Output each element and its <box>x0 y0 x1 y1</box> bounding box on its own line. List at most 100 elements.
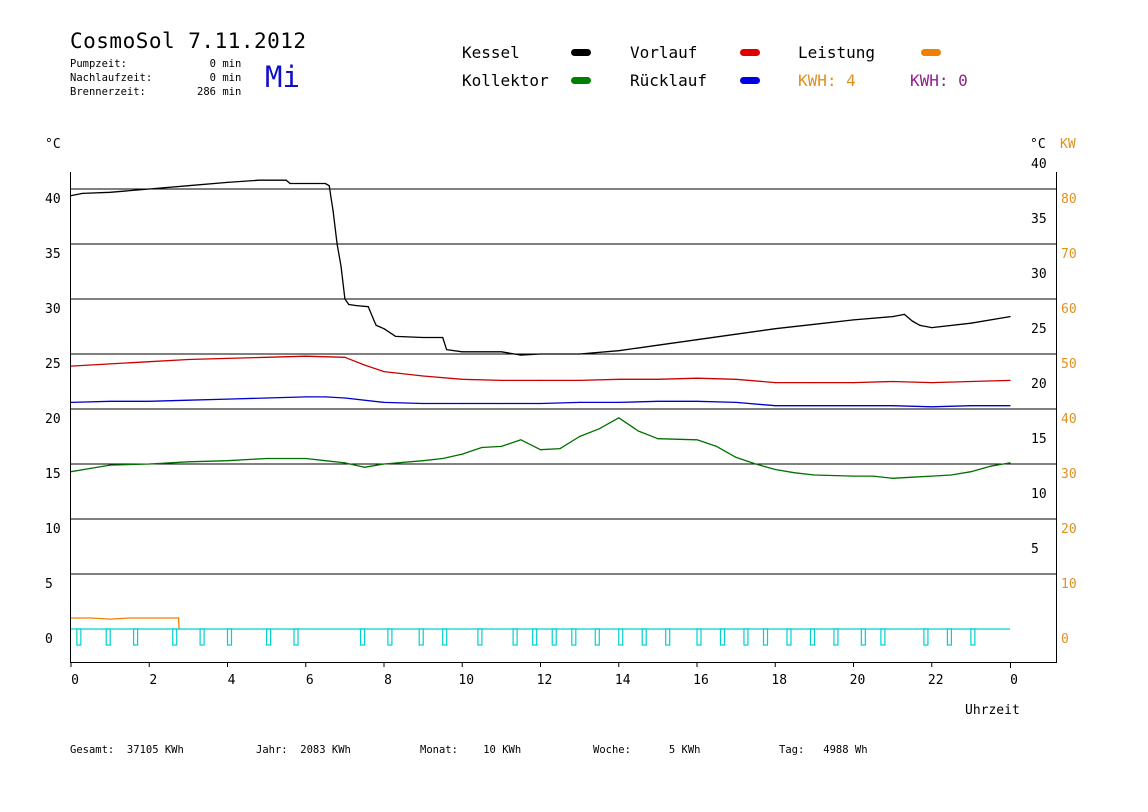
footer-week-value: 5 KWh <box>668 744 701 756</box>
series-point-1-14 <box>579 379 581 381</box>
series-point-3-20 <box>579 435 581 438</box>
series-point-3-21 <box>598 428 600 430</box>
series-point-0-41 <box>931 327 933 329</box>
burner-time-value: 286 <box>197 86 216 98</box>
footer-month-value: 10 KWh <box>483 744 522 756</box>
series-point-2-9 <box>383 401 385 403</box>
series-point-1-12 <box>500 379 502 381</box>
series-point-0-43 <box>1009 316 1011 318</box>
pump-pulse-29 <box>880 628 886 646</box>
series-point-0-2 <box>109 191 111 193</box>
y-tick-left-15: 15 <box>45 467 61 482</box>
y-tick-left-0: 0 <box>45 632 53 647</box>
pump-pulse-0 <box>76 628 82 646</box>
series-point-1-2 <box>148 361 150 363</box>
afterrun-time-label: Nachlaufzeit: <box>70 72 153 84</box>
afterrun-time-value: 0 <box>209 72 216 84</box>
series-point-2-17 <box>696 400 698 402</box>
chart-title: CosmoSol 7.11.2012 <box>70 29 307 53</box>
footer-total: Gesamt: 37105 KWh <box>70 744 184 756</box>
pump-time-label: Pumpzeit: <box>70 58 127 70</box>
series-point-2-10 <box>422 402 424 405</box>
series-point-2-24 <box>970 405 972 407</box>
series-point-1-18 <box>735 378 737 380</box>
pump-pulse-2 <box>133 628 139 646</box>
x-tick-label-6: 12 <box>537 673 553 688</box>
right-axis-power-unit: KW <box>1060 137 1076 152</box>
series-point-2-3 <box>187 399 189 401</box>
y-tick-left-35: 35 <box>45 247 61 262</box>
series-point-0-27 <box>520 354 522 356</box>
y-tick-left-40: 40 <box>45 192 61 207</box>
pump-pulse-1 <box>105 628 111 646</box>
series-point-0-8 <box>289 182 291 185</box>
series-point-0-35 <box>813 323 815 325</box>
legend-kessel-swatch <box>571 49 591 56</box>
x-tick-label-0: 0 <box>71 673 79 688</box>
series-point-2-6 <box>305 396 307 398</box>
series-point-2-20 <box>813 405 815 407</box>
series-point-2-1 <box>109 400 111 402</box>
kwh-right-label: KWH: 0 <box>910 71 968 90</box>
series-point-2-11 <box>461 402 463 405</box>
chart-grid <box>71 188 1057 575</box>
burner-time-label: Brennerzeit: <box>70 86 146 98</box>
series-point-2-16 <box>657 400 659 402</box>
series-point-0-9 <box>324 182 326 185</box>
burner-time-row: Brennerzeit: 286 min <box>70 86 241 99</box>
pump-pulse-9 <box>387 628 393 646</box>
series-point-0-11 <box>332 210 334 212</box>
pump-time-value: 0 <box>209 58 216 70</box>
series-point-2-4 <box>226 398 229 400</box>
footer-total-label: Gesamt: <box>70 744 115 756</box>
pump-pulse-20 <box>665 628 671 646</box>
x-tick-label-4: 8 <box>384 673 392 688</box>
x-tick-label-11: 22 <box>928 673 944 688</box>
series-point-1-3 <box>187 358 189 361</box>
series-line-kollektor <box>70 417 1011 479</box>
series-point-3-30 <box>794 472 796 474</box>
pump-pulse-13 <box>512 628 518 646</box>
series-point-0-16 <box>356 305 358 307</box>
series-point-0-22 <box>422 336 424 339</box>
series-point-1-1 <box>109 363 111 365</box>
series-point-3-10 <box>363 466 366 468</box>
series-point-1-6 <box>305 355 307 357</box>
pump-pulse-19 <box>641 628 647 646</box>
series-point-0-12 <box>336 243 338 245</box>
x-axis-label: Uhrzeit <box>965 703 1020 718</box>
series-point-3-36 <box>931 475 933 477</box>
pump-pulse-17 <box>594 628 600 646</box>
pump-pulses <box>71 628 1010 646</box>
pump-pulse-14 <box>532 628 538 646</box>
series-point-3-23 <box>637 430 639 432</box>
series-point-3-12 <box>422 460 424 462</box>
series-point-0-18 <box>373 320 375 322</box>
series-point-3-33 <box>872 475 874 477</box>
series-point-3-5 <box>226 460 229 462</box>
legend-kollektor-label: Kollektor <box>462 71 549 90</box>
series-point-0-40 <box>919 324 921 326</box>
series-point-2-19 <box>774 405 776 407</box>
series-point-2-25 <box>1009 405 1011 407</box>
series-point-0-34 <box>774 328 776 330</box>
series-point-2-8 <box>344 397 346 399</box>
series-point-0-37 <box>892 316 894 318</box>
footer-week-label: Woche: <box>593 744 631 756</box>
series-point-0-28 <box>539 353 542 355</box>
series-point-2-21 <box>852 405 855 407</box>
series-point-2-18 <box>735 401 737 403</box>
series-point-3-13 <box>442 457 444 460</box>
pump-pulse-4 <box>199 628 205 646</box>
footer-day-label: Tag: <box>779 744 805 756</box>
y-tick-left-5: 5 <box>45 577 53 592</box>
series-point-0-7 <box>285 179 287 181</box>
series-point-0-32 <box>696 339 698 341</box>
footer-day-value: 4988 Wh <box>823 744 868 756</box>
y-tick-right-temp-5: 5 <box>1031 542 1039 557</box>
series-point-3-15 <box>481 446 483 449</box>
y-tick-right-power-60: 60 <box>1061 302 1077 317</box>
legend-ruecklauf-label: Rücklauf <box>630 71 708 90</box>
series-point-1-21 <box>852 382 855 384</box>
series-point-0-30 <box>618 350 620 352</box>
